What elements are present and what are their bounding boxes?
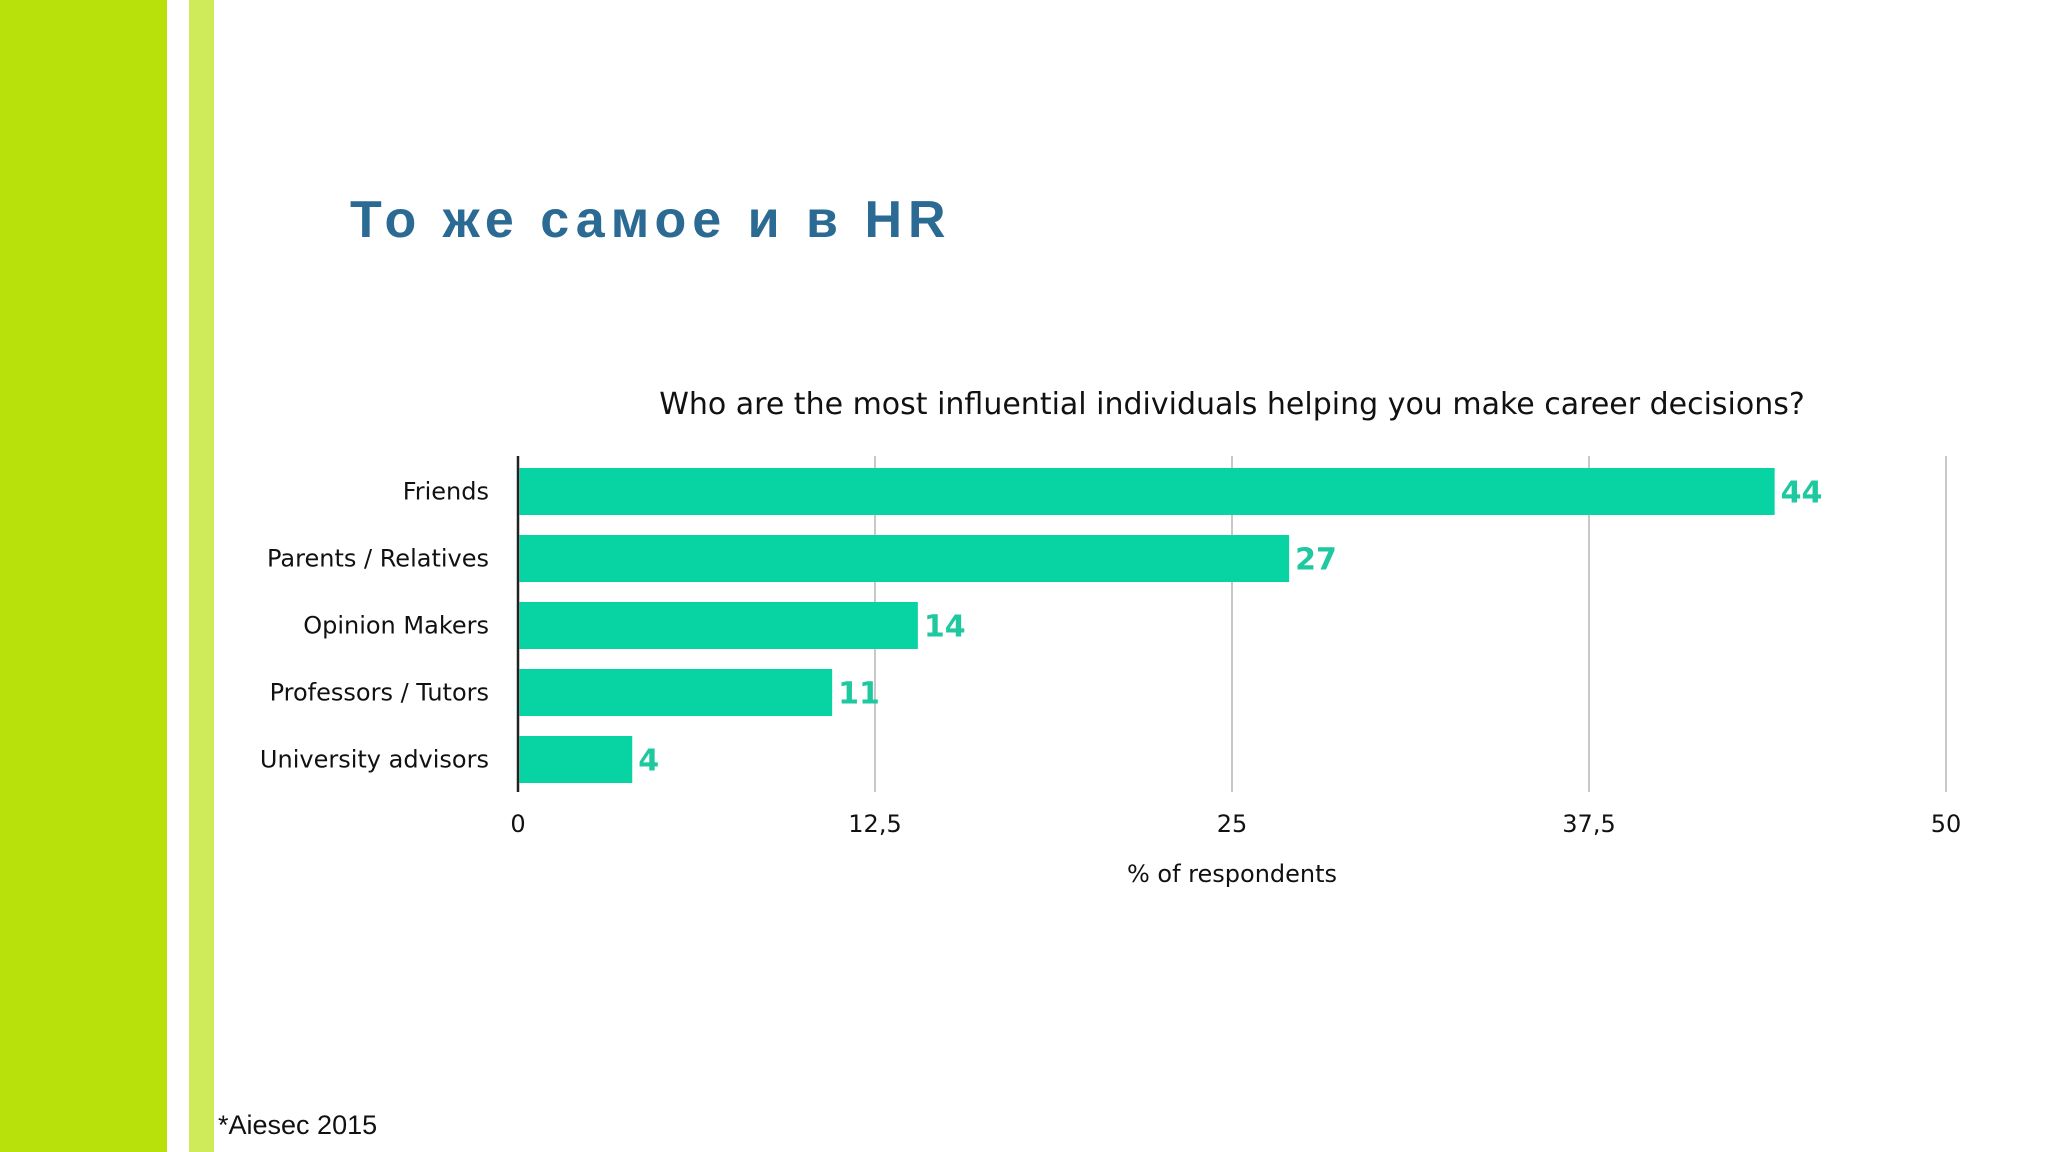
value-label: 14 (924, 610, 966, 645)
category-label: Friends (403, 478, 489, 506)
category-labels: Friends Parents / Relatives Opinion Makers… (260, 478, 489, 774)
x-tick-label: 50 (1931, 810, 1962, 838)
value-labels: 44 27 14 11 4 (638, 476, 1822, 779)
bar (519, 736, 633, 783)
bars-layer (519, 468, 1775, 783)
bar (519, 535, 1290, 582)
x-tick-labels: 0 12,5 25 37,5 50 (510, 810, 1961, 838)
x-tick-label: 25 (1217, 810, 1248, 838)
category-label: University advisors (260, 746, 489, 774)
value-label: 44 (1781, 476, 1823, 511)
chart-title: Who are the most influential individuals… (659, 387, 1805, 422)
value-label: 27 (1295, 543, 1337, 578)
bar (519, 602, 918, 649)
accent-stripe-main (0, 0, 167, 1152)
x-tick-label: 0 (510, 810, 525, 838)
category-label: Parents / Relatives (267, 545, 489, 573)
bar (519, 468, 1775, 515)
x-tick-label: 12,5 (848, 810, 901, 838)
value-label: 11 (838, 677, 880, 712)
x-tick-label: 37,5 (1562, 810, 1615, 838)
source-note: *Aiesec 2015 (218, 1110, 378, 1140)
accent-stripe-gap (167, 0, 189, 1152)
accent-stripe-thin (189, 0, 214, 1152)
slide-title: То же самое и в HR (350, 191, 952, 249)
category-label: Opinion Makers (303, 612, 489, 640)
value-label: 4 (638, 744, 659, 779)
category-label: Professors / Tutors (270, 679, 489, 707)
bar (519, 669, 833, 716)
x-axis-label: % of respondents (1127, 860, 1337, 888)
